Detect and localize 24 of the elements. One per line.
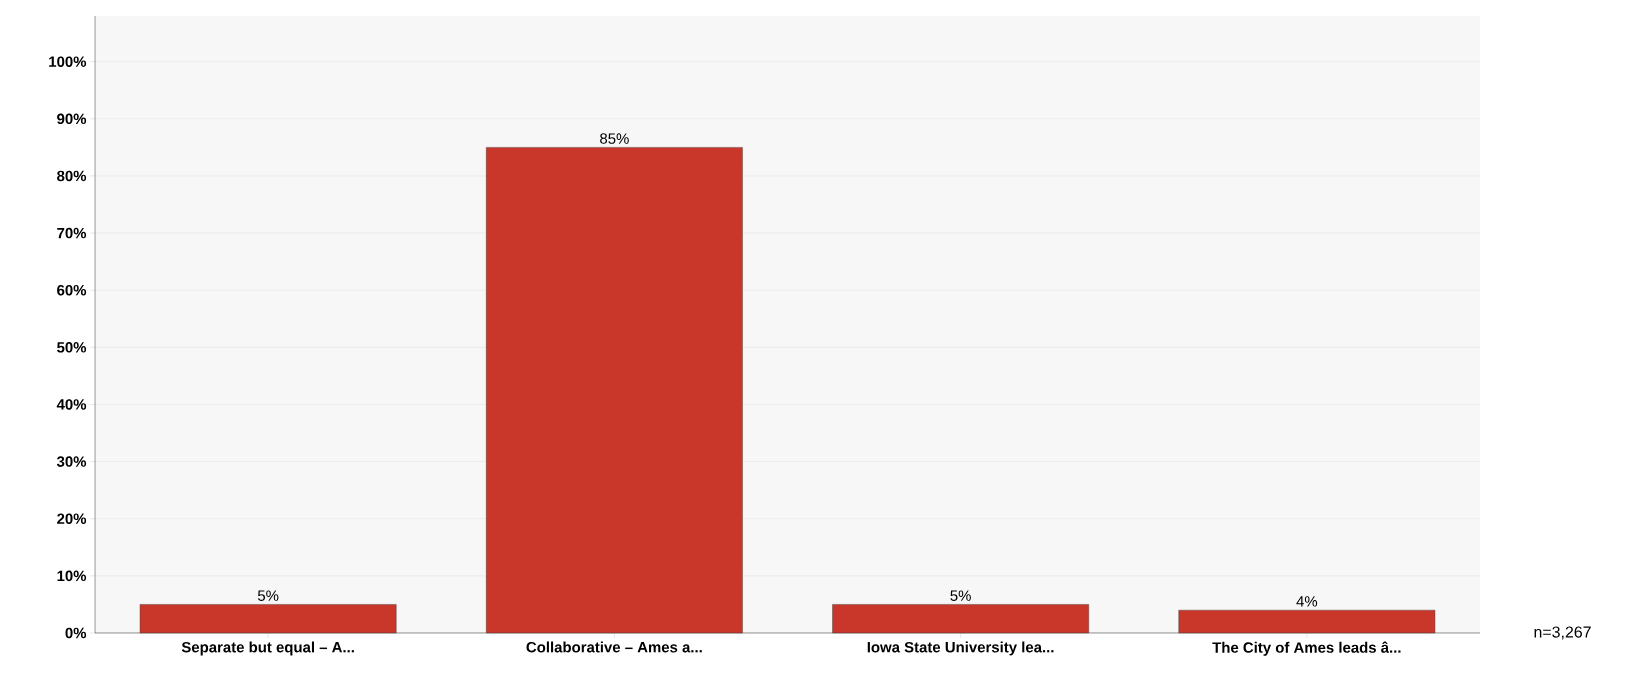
data-label: 85%	[600, 133, 629, 144]
data-label: 5%	[257, 590, 279, 601]
text: n=3,267	[1534, 626, 1591, 640]
x-tick-label: The City of Ames leads â...	[1212, 641, 1401, 656]
y-tick-label: 20%	[57, 513, 87, 525]
y-tick-label: 0%	[65, 627, 87, 639]
bar	[486, 147, 743, 634]
y-tick-label: 70%	[57, 227, 87, 239]
y-tick-label: 90%	[57, 113, 87, 125]
bar	[1178, 609, 1436, 634]
data-label: 4%	[1296, 596, 1318, 607]
y-tick-label: 30%	[56, 456, 87, 467]
y-tick-label: 40%	[56, 399, 87, 410]
y-tick-label: 60%	[57, 284, 87, 296]
y-tick-label: 50%	[57, 342, 87, 353]
x-tick-label: Collaborative – Ames a...	[526, 641, 702, 653]
bar	[832, 604, 1089, 634]
y-tick-label: 100%	[49, 56, 87, 67]
data-label: 5%	[950, 590, 971, 601]
y-tick-label: 80%	[57, 170, 87, 182]
y-tick-label: 10%	[57, 570, 87, 582]
x-tick-label: Separate but equal – A...	[181, 641, 354, 656]
bar	[139, 604, 397, 634]
x-tick-label: Iowa State University lea...	[867, 641, 1054, 656]
